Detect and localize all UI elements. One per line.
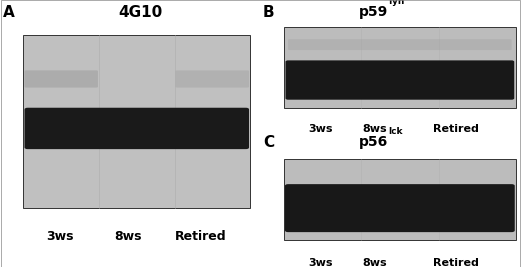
Text: Retired: Retired: [433, 124, 479, 134]
Text: p56: p56: [359, 135, 388, 149]
FancyBboxPatch shape: [176, 70, 249, 88]
Text: C: C: [263, 135, 274, 150]
Text: lck: lck: [389, 127, 403, 136]
FancyBboxPatch shape: [24, 70, 98, 88]
Text: 8ws: 8ws: [114, 230, 141, 243]
Text: B: B: [263, 5, 275, 20]
Text: Retired: Retired: [175, 230, 227, 243]
Text: 3ws: 3ws: [308, 258, 333, 267]
Text: 8ws: 8ws: [363, 124, 388, 134]
FancyBboxPatch shape: [24, 108, 249, 149]
FancyBboxPatch shape: [288, 39, 512, 50]
Text: 8ws: 8ws: [363, 258, 388, 267]
Text: 4G10: 4G10: [119, 5, 163, 20]
Text: fyn: fyn: [389, 0, 405, 6]
Bar: [23, 35, 250, 208]
FancyBboxPatch shape: [285, 184, 515, 232]
Text: 3ws: 3ws: [46, 230, 73, 243]
Bar: [284, 27, 516, 108]
Bar: [284, 159, 516, 240]
Text: A: A: [3, 5, 15, 20]
Text: 3ws: 3ws: [308, 124, 333, 134]
Text: Retired: Retired: [433, 258, 479, 267]
FancyBboxPatch shape: [286, 60, 514, 100]
Text: p59: p59: [359, 5, 388, 19]
